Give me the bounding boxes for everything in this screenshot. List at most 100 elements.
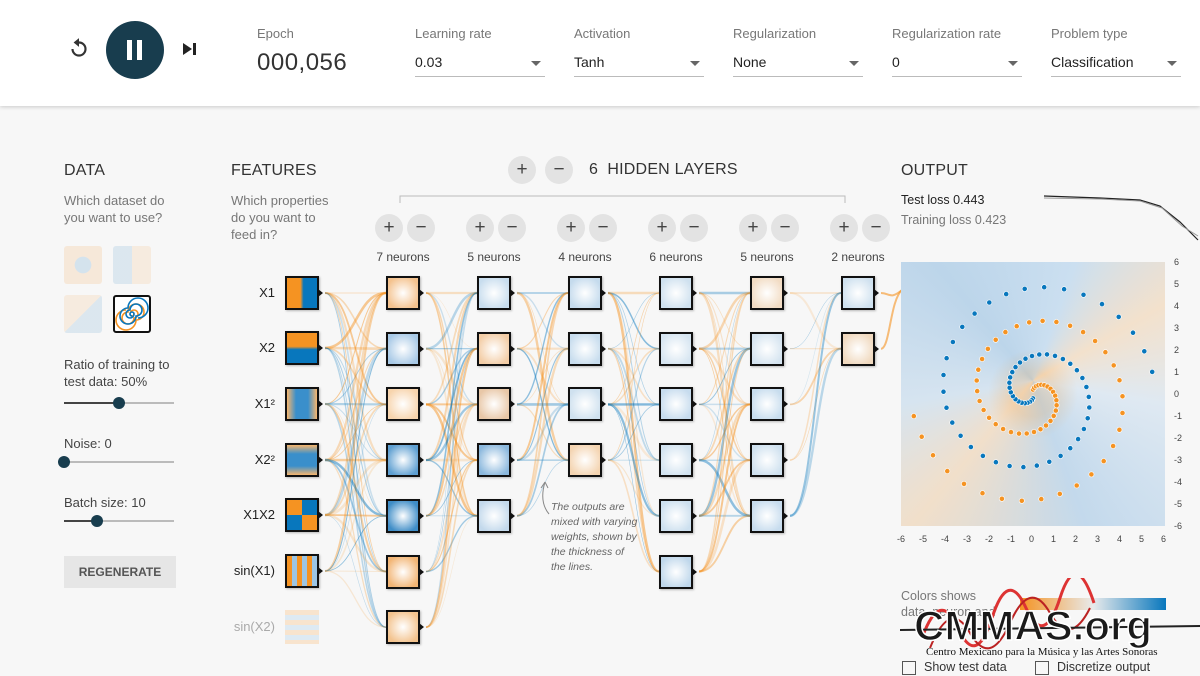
neuron-node[interactable] <box>477 499 511 533</box>
data-point <box>1074 368 1079 373</box>
neuron-node[interactable] <box>386 499 420 533</box>
add-neuron-button[interactable]: + <box>375 214 403 242</box>
data-point <box>1085 416 1090 421</box>
output-heatmap[interactable] <box>901 262 1165 526</box>
add-neuron-button[interactable]: + <box>466 214 494 242</box>
neuron-node[interactable] <box>477 276 511 310</box>
neuron-node[interactable] <box>386 555 420 589</box>
x-tick-label: 1 <box>1051 534 1056 544</box>
hidden-layers-bracket <box>400 196 845 203</box>
neuron-node[interactable] <box>750 387 784 421</box>
neuron-node[interactable] <box>659 276 693 310</box>
remove-neuron-button[interactable]: − <box>589 214 617 242</box>
feature-node[interactable] <box>285 498 319 532</box>
data-point <box>1037 352 1042 357</box>
data-point <box>1007 380 1012 385</box>
feature-node[interactable] <box>285 610 319 644</box>
neuron-node[interactable] <box>841 276 875 310</box>
data-point <box>911 414 916 419</box>
add-neuron-button[interactable]: + <box>830 214 858 242</box>
x-tick-label: -2 <box>985 534 993 544</box>
neuron-node[interactable] <box>568 387 602 421</box>
remove-neuron-button[interactable]: − <box>771 214 799 242</box>
feature-label: sin(X2) <box>225 619 275 634</box>
neuron-node[interactable] <box>750 443 784 477</box>
neuron-node[interactable] <box>568 443 602 477</box>
annotation-arrow-icon <box>535 478 555 518</box>
y-tick-label: -1 <box>1174 411 1182 421</box>
data-point <box>1047 459 1052 464</box>
neuron-node[interactable] <box>386 332 420 366</box>
neuron-node[interactable] <box>659 387 693 421</box>
data-point <box>972 311 977 316</box>
y-tick-label: -6 <box>1174 521 1182 531</box>
neurons-count-label: 4 neurons <box>545 250 625 264</box>
add-neuron-button[interactable]: + <box>648 214 676 242</box>
remove-neuron-button[interactable]: − <box>407 214 435 242</box>
remove-neuron-button[interactable]: − <box>862 214 890 242</box>
data-point <box>1001 426 1006 431</box>
data-point <box>1060 356 1065 361</box>
x-tick-label: 5 <box>1139 534 1144 544</box>
feature-node[interactable] <box>285 331 319 365</box>
neuron-node[interactable] <box>750 332 784 366</box>
neuron-node[interactable] <box>386 610 420 644</box>
data-point <box>1021 465 1026 470</box>
feature-node[interactable] <box>285 443 319 477</box>
data-point <box>1034 463 1039 468</box>
data-point <box>944 405 949 410</box>
y-tick-label: -3 <box>1174 455 1182 465</box>
data-point <box>1051 413 1056 418</box>
neuron-node[interactable] <box>841 332 875 366</box>
neuron-node[interactable] <box>659 443 693 477</box>
neuron-node[interactable] <box>750 276 784 310</box>
data-point <box>1031 429 1036 434</box>
watermark-tagline: Centro Mexicano para la Música y las Art… <box>926 646 1158 658</box>
neuron-node[interactable] <box>386 443 420 477</box>
feature-node[interactable] <box>285 387 319 421</box>
output-link <box>881 290 902 349</box>
neuron-node[interactable] <box>568 276 602 310</box>
neuron-node[interactable] <box>659 332 693 366</box>
data-point <box>987 415 992 420</box>
data-point <box>1054 319 1059 324</box>
neuron-node[interactable] <box>477 332 511 366</box>
feature-label: X1² <box>225 396 275 411</box>
weight-link <box>426 349 477 628</box>
data-point <box>1120 410 1125 415</box>
data-point <box>941 372 946 377</box>
data-point <box>1076 437 1081 442</box>
feature-node[interactable] <box>285 554 319 588</box>
x-tick-label: -3 <box>963 534 971 544</box>
add-neuron-button[interactable]: + <box>739 214 767 242</box>
neuron-node[interactable] <box>386 276 420 310</box>
data-point <box>1117 378 1122 383</box>
neuron-node[interactable] <box>477 443 511 477</box>
data-point <box>1101 459 1106 464</box>
remove-neuron-button[interactable]: − <box>680 214 708 242</box>
data-point <box>930 453 935 458</box>
test-loss-value: 0.443 <box>953 193 984 207</box>
neuron-node[interactable] <box>568 332 602 366</box>
data-point <box>958 433 963 438</box>
y-tick-label: -2 <box>1174 433 1182 443</box>
data-point <box>961 481 966 486</box>
neuron-node[interactable] <box>386 387 420 421</box>
feature-label: X2² <box>225 452 275 467</box>
data-point <box>980 453 985 458</box>
data-point <box>987 300 992 305</box>
neuron-node[interactable] <box>477 387 511 421</box>
remove-neuron-button[interactable]: − <box>498 214 526 242</box>
feature-node[interactable] <box>285 276 319 310</box>
data-point <box>1081 292 1086 297</box>
feature-label: X1 <box>225 285 275 300</box>
neuron-node[interactable] <box>659 499 693 533</box>
y-tick-label: 3 <box>1174 323 1179 333</box>
data-point <box>981 407 986 412</box>
neuron-node[interactable] <box>659 555 693 589</box>
data-point <box>1068 361 1073 366</box>
add-neuron-button[interactable]: + <box>557 214 585 242</box>
neuron-node[interactable] <box>750 499 784 533</box>
neurons-count-label: 5 neurons <box>454 250 534 264</box>
loss-chart <box>1040 188 1200 244</box>
